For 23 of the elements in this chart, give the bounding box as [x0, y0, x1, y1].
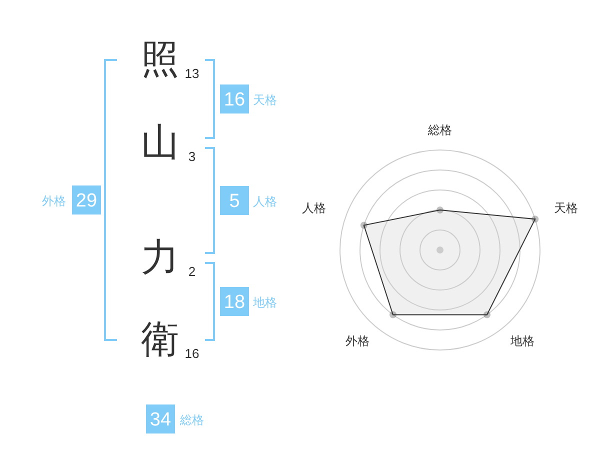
category-label: 衛 [141, 319, 179, 361]
category-label: 山 [141, 122, 179, 164]
data-label: 16 [224, 90, 246, 110]
category-label: 地格 [252, 296, 277, 310]
category-label: 天格 [253, 93, 277, 107]
spoke-label: 外格 [345, 334, 370, 348]
category-label: 総格 [179, 413, 204, 427]
data-label: 3 [188, 149, 196, 164]
data-label: 29 [76, 190, 98, 212]
spoke-label: 天格 [554, 200, 578, 215]
category-label: 人格 [253, 194, 277, 208]
spoke-label: 地格 [510, 334, 535, 348]
category-label: 照 [141, 39, 179, 81]
category-label: 力 [141, 237, 179, 279]
data-label: 5 [229, 191, 240, 212]
data-label: 18 [224, 292, 246, 313]
data-label: 16 [184, 346, 200, 361]
data-label: 13 [184, 66, 200, 81]
data-label: 34 [150, 410, 172, 430]
category-label: 外格 [42, 194, 66, 208]
spoke-label: 総格 [427, 123, 452, 137]
spoke-label: 人格 [302, 200, 326, 215]
data-label: 2 [188, 264, 196, 279]
